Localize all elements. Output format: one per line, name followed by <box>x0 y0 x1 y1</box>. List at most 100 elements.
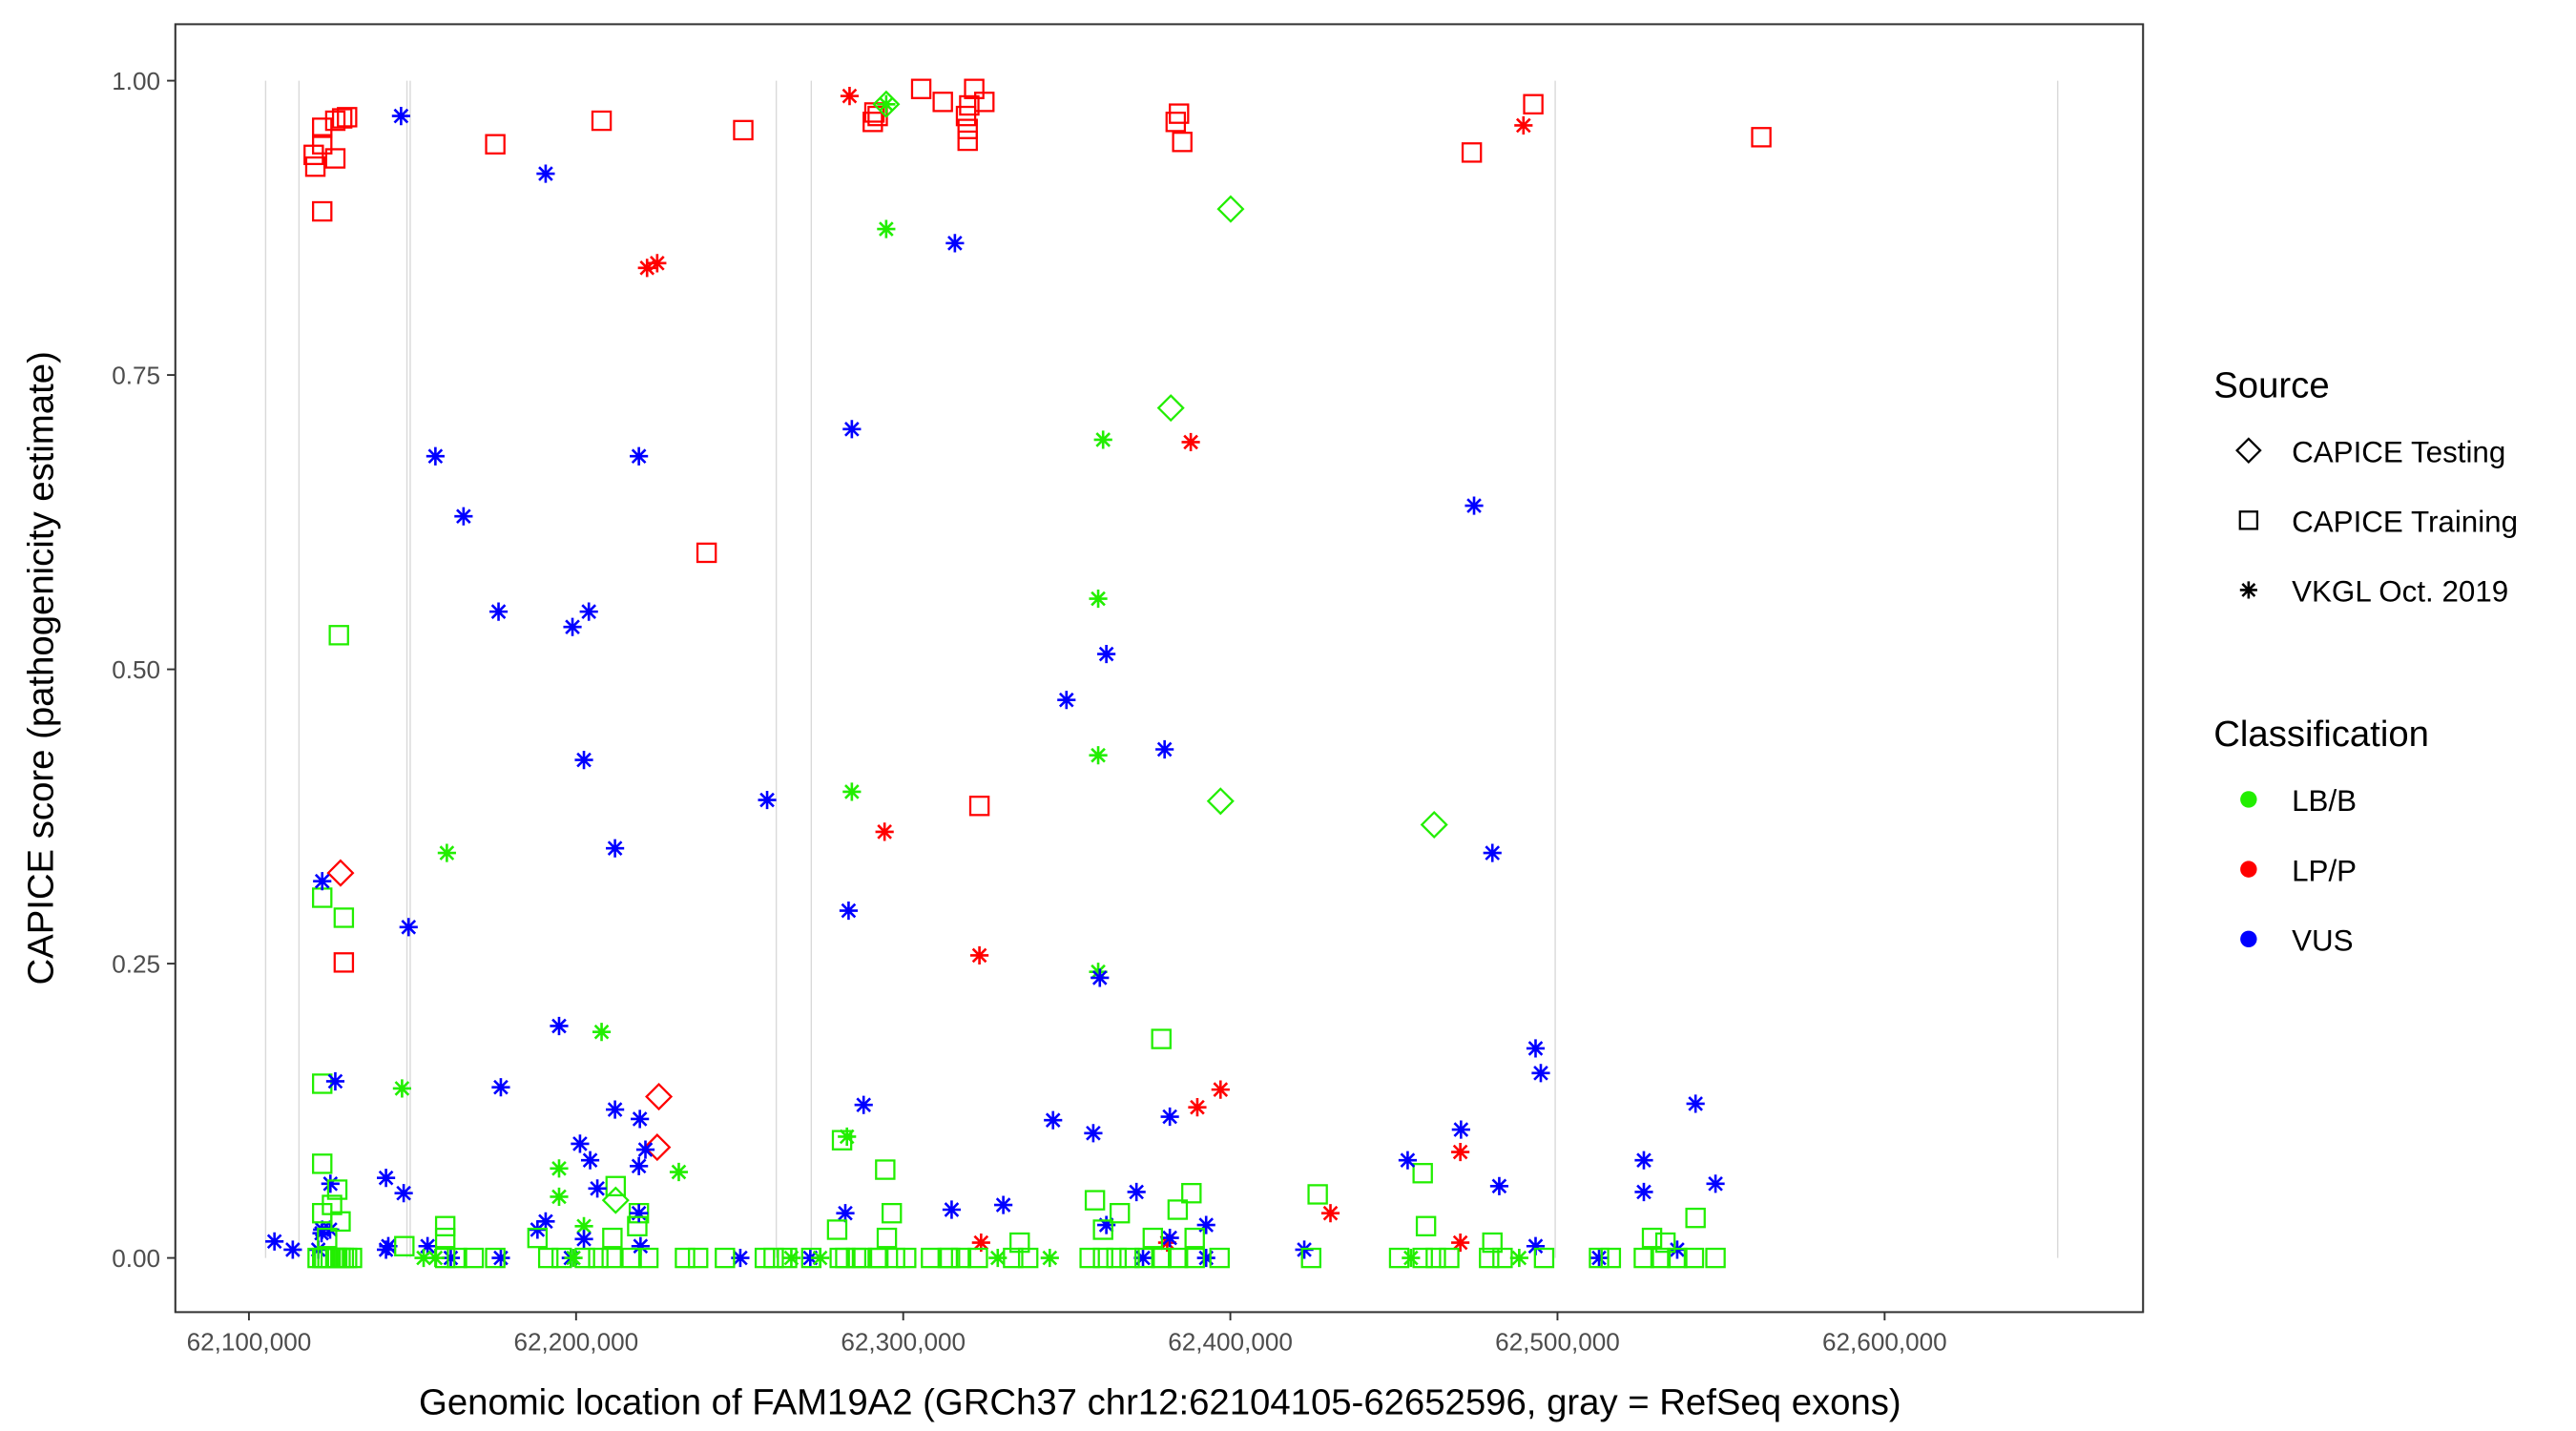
point-square <box>331 108 353 129</box>
point-asterisk <box>1127 1182 1146 1202</box>
point-asterisk <box>536 1212 555 1231</box>
point-square <box>851 1247 873 1269</box>
point-asterisk <box>580 1151 600 1170</box>
point-asterisk <box>321 1174 340 1193</box>
point-asterisk <box>877 219 896 238</box>
point-square <box>434 1215 456 1236</box>
legend-item-source: CAPICE Testing <box>2292 435 2505 468</box>
point-square <box>1134 1247 1155 1269</box>
point-square <box>881 1202 903 1224</box>
point-square <box>687 1247 709 1269</box>
point-square <box>2238 510 2259 530</box>
point-asterisk <box>571 1134 590 1153</box>
point-square <box>324 110 346 132</box>
point-square <box>333 907 355 928</box>
point-square <box>326 1179 348 1200</box>
point-square <box>715 1247 736 1269</box>
point-diamond <box>1206 787 1235 816</box>
point-asterisk <box>1089 589 1108 609</box>
point-square <box>1589 1247 1610 1269</box>
point-square <box>1142 1227 1164 1249</box>
exon-lines <box>264 80 2059 1258</box>
point-square <box>574 1247 595 1269</box>
point-square <box>333 952 355 973</box>
point-asterisk <box>842 782 862 801</box>
point-asterisk <box>1196 1215 1215 1234</box>
point-square <box>527 1227 549 1249</box>
point-asterisk <box>758 790 777 810</box>
point-asterisk <box>579 602 598 621</box>
point-square <box>1169 103 1190 124</box>
point-square <box>602 1227 623 1249</box>
point-asterisk <box>1097 644 1116 664</box>
point-square <box>1092 1219 1113 1240</box>
point-square <box>1641 1227 1663 1249</box>
point-asterisk <box>1057 691 1076 710</box>
point-asterisk <box>945 234 965 253</box>
point-asterisk <box>839 901 859 921</box>
point-square <box>826 1219 848 1240</box>
point-asterisk <box>491 1249 510 1268</box>
legend-item-class: LP/P <box>2292 854 2357 887</box>
y-axis-title: CAPICE score (pathogenicity estimate) <box>21 351 62 985</box>
point-square <box>1181 1183 1202 1204</box>
point-square <box>1425 1247 1446 1269</box>
point-asterisk <box>1483 843 1502 862</box>
point-square <box>1412 1163 1433 1184</box>
point-square <box>485 1247 506 1269</box>
point-square <box>1650 1247 1672 1269</box>
point-asterisk <box>1706 1174 1725 1193</box>
point-asterisk <box>970 945 989 965</box>
point-square <box>1209 1247 1230 1269</box>
plot-panel <box>174 23 2145 1314</box>
y-tick-label: 0.00 <box>112 1244 160 1273</box>
point-asterisk <box>1489 1176 1509 1195</box>
point-diamond <box>1156 394 1185 423</box>
point-asterisk <box>563 617 582 636</box>
point-square <box>1685 1207 1706 1229</box>
point-square <box>1461 142 1483 163</box>
legend-item-class: VUS <box>2292 923 2353 957</box>
legend: Source Classification CAPICE Testing CAPI… <box>2213 364 2518 957</box>
point-asterisk <box>488 602 509 621</box>
point-square <box>312 134 333 155</box>
point-square <box>1184 1247 1205 1269</box>
point-square <box>485 134 506 155</box>
point-square <box>537 1247 559 1269</box>
point-square <box>1003 1247 1024 1269</box>
point-asterisk <box>811 1249 830 1268</box>
point-square <box>763 1247 784 1269</box>
point-square <box>1533 1247 1555 1269</box>
point-asterisk <box>631 1236 650 1255</box>
point-square <box>312 117 333 138</box>
point-asterisk <box>1188 1098 1207 1117</box>
x-axis-title: Genomic location of FAM19A2 (GRCh37 chr1… <box>419 1381 1901 1422</box>
point-square <box>1184 1227 1205 1249</box>
point-diamond <box>2235 437 2262 464</box>
point-square <box>875 1159 896 1180</box>
point-square <box>896 1247 917 1269</box>
point-asterisk <box>606 839 625 858</box>
point-square <box>1415 1215 1437 1236</box>
point-square <box>394 1235 415 1256</box>
point-diamond <box>326 859 355 887</box>
point-square <box>463 1247 485 1269</box>
point-asterisk <box>1089 963 1108 982</box>
point-asterisk <box>418 1236 437 1255</box>
point-diamond <box>1216 195 1245 223</box>
point-square <box>1439 1247 1460 1269</box>
point-asterisk <box>588 1179 607 1198</box>
point-asterisk <box>1091 968 1110 987</box>
point-asterisk <box>550 1187 569 1207</box>
point-asterisk <box>1526 1039 1546 1058</box>
point-asterisk <box>550 1016 569 1036</box>
point-square <box>910 78 932 99</box>
point-square <box>317 1227 338 1249</box>
point-square <box>1172 132 1193 153</box>
point-asterisk <box>1097 1215 1116 1234</box>
point-square <box>1600 1247 1622 1269</box>
point-asterisk <box>1040 1249 1059 1268</box>
point-square <box>1151 1247 1172 1269</box>
point-asterisk <box>648 254 667 273</box>
point-square <box>337 107 358 128</box>
